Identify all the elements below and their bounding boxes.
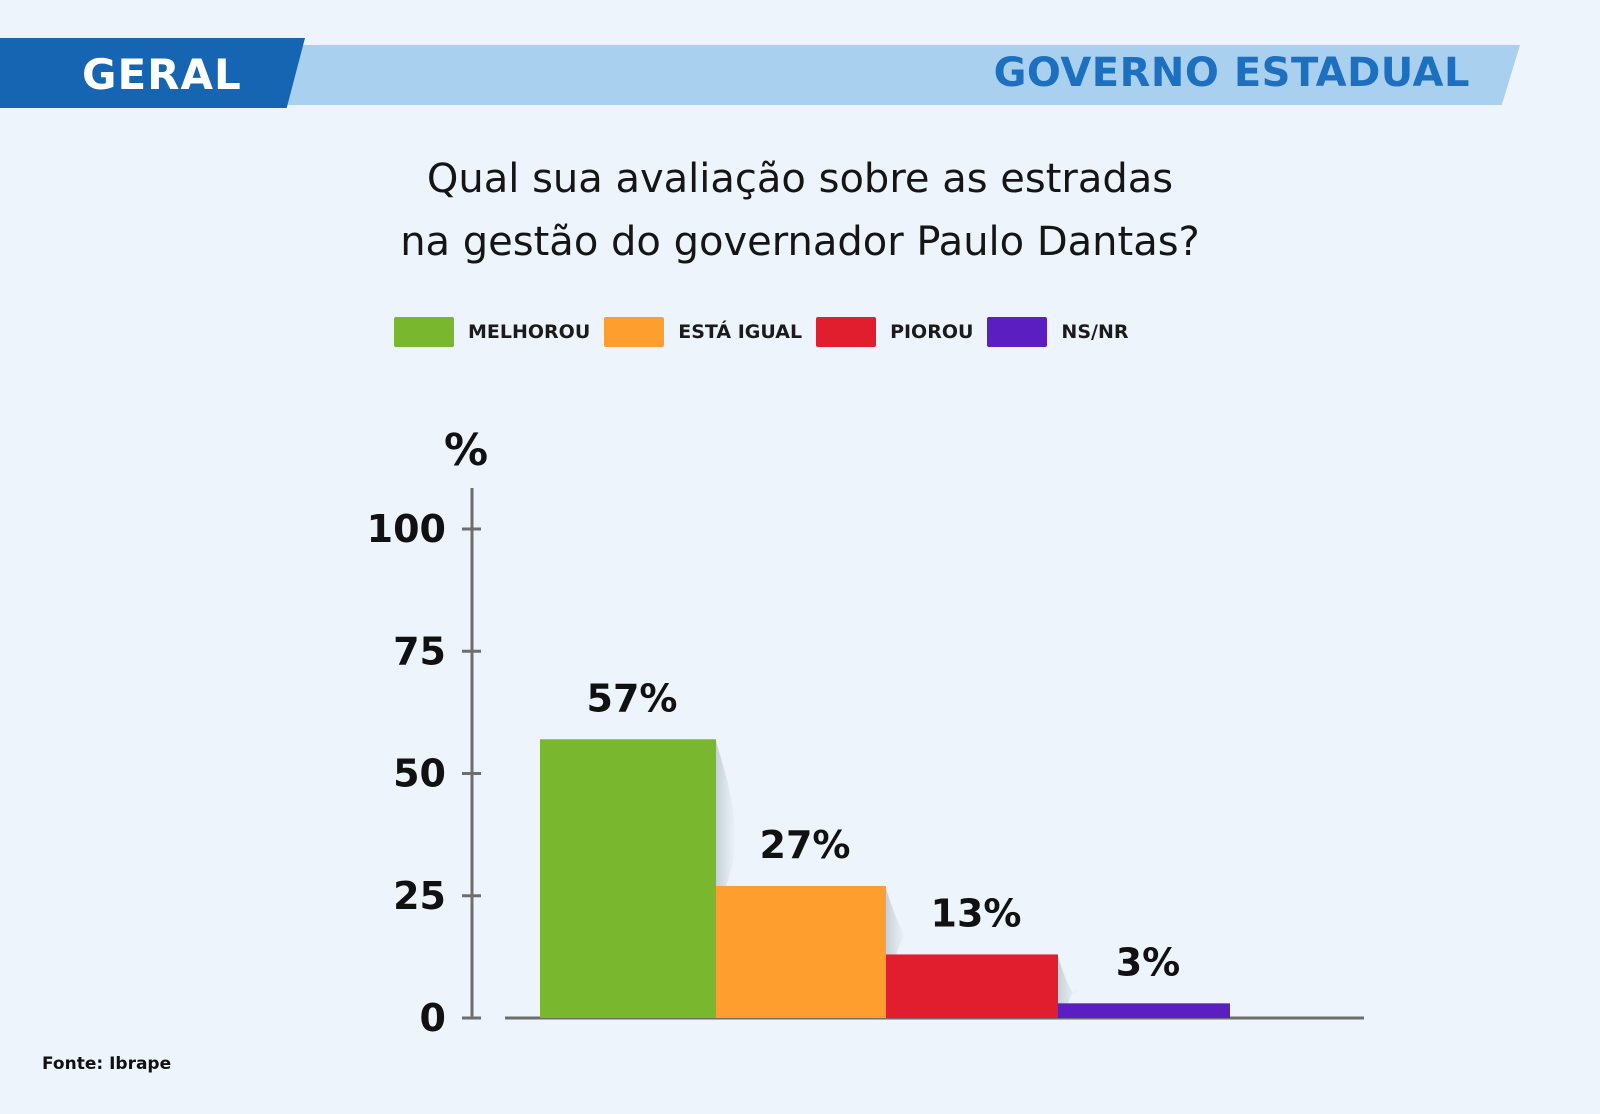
topic-label: GOVERNO ESTADUAL <box>993 50 1470 96</box>
legend-swatch <box>816 317 877 347</box>
chart-title: Qual sua avaliação sobre as estradas na … <box>0 148 1600 274</box>
bar-data-label: 57% <box>587 676 678 720</box>
legend-label: PIOROU <box>890 321 974 343</box>
legend-item-piorou: PIOROU <box>816 317 973 347</box>
bar-data-label: 3% <box>1116 940 1181 984</box>
legend-label: ESTÁ IGUAL <box>678 321 803 343</box>
legend-swatch <box>604 317 665 347</box>
bar-shadow <box>886 887 906 955</box>
y-tick-label: 100 <box>367 507 446 551</box>
legend-item-ns-nr: NS/NR <box>987 317 1128 347</box>
bar-data-label: 27% <box>760 823 851 867</box>
y-axis-unit-label: % <box>444 425 488 476</box>
source-note: Fonte: Ibrape <box>42 1054 172 1074</box>
bars <box>540 739 1230 1018</box>
bar <box>1058 1003 1230 1018</box>
legend-label: MELHOROU <box>468 321 591 343</box>
y-tick-label: 25 <box>393 874 446 918</box>
legend: MELHOROU ESTÁ IGUAL PIOROU NS/NR <box>394 316 1142 348</box>
section-label: GERAL <box>82 50 242 99</box>
bar-shadow <box>716 741 736 886</box>
banner-dark-band <box>0 38 305 108</box>
bar-data-labels: 57% 27% 13% 3% <box>587 676 1181 984</box>
legend-swatch <box>987 317 1048 347</box>
legend-item-esta-igual: ESTÁ IGUAL <box>604 317 802 347</box>
y-tick-label: 0 <box>420 996 446 1040</box>
legend-label: NS/NR <box>1061 321 1129 343</box>
bar-shadows <box>716 741 1078 1004</box>
chart-title-line-1: Qual sua avaliação sobre as estradas <box>426 156 1174 202</box>
header-banner: GERAL GOVERNO ESTADUAL <box>0 38 1600 108</box>
chart-title-line-2: na gestão do governador Paulo Dantas? <box>400 219 1200 265</box>
bar-data-label: 13% <box>931 891 1022 935</box>
y-tick-label: 75 <box>393 629 446 673</box>
legend-swatch <box>394 317 454 347</box>
bar <box>540 739 716 1018</box>
legend-item-melhorou: MELHOROU <box>394 317 590 347</box>
y-tick-label: 50 <box>393 752 446 796</box>
bar-shadow <box>1058 956 1078 1004</box>
bar <box>886 954 1058 1018</box>
bar <box>716 885 886 1018</box>
